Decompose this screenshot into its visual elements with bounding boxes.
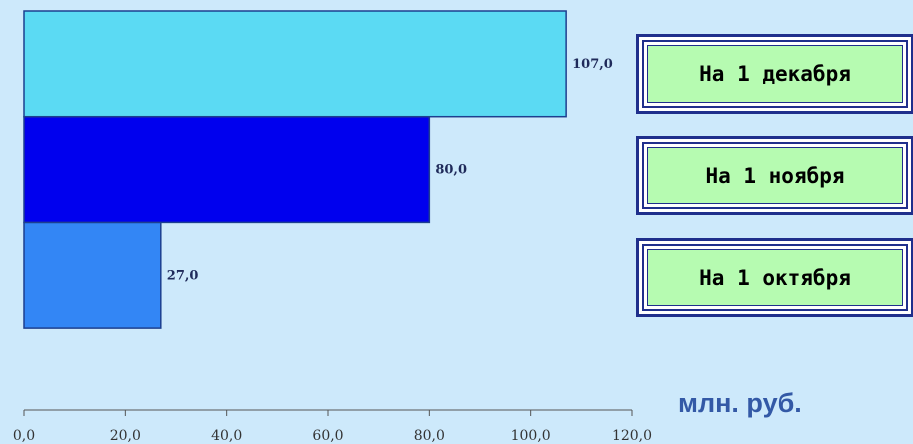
data-label-2: 107,0 (572, 57, 613, 72)
x-tick-label: 0,0 (13, 428, 35, 444)
x-tick-label: 60,0 (312, 428, 343, 444)
legend-label-october: На 1 октября (647, 249, 903, 306)
x-tick-label: 80,0 (414, 428, 445, 444)
bar-0 (23, 221, 162, 329)
data-label-1: 80,0 (435, 163, 467, 178)
legend-label-december: На 1 декабря (647, 45, 903, 103)
legend-item-october: На 1 октября (636, 238, 913, 317)
x-tick-label: 40,0 (211, 428, 242, 444)
data-label-0: 27,0 (167, 268, 199, 283)
x-tick-label: 100,0 (511, 428, 551, 444)
unit-label: млн. руб. (678, 388, 802, 418)
x-tick-label: 20,0 (110, 428, 141, 444)
legend-item-november: На 1 ноября (636, 136, 913, 215)
legend-item-december: На 1 декабря (636, 34, 913, 114)
bar-1 (23, 115, 431, 224)
legend-label-november: На 1 ноября (647, 147, 903, 204)
x-tick-label: 120,0 (612, 428, 652, 444)
bar-2 (23, 10, 567, 118)
